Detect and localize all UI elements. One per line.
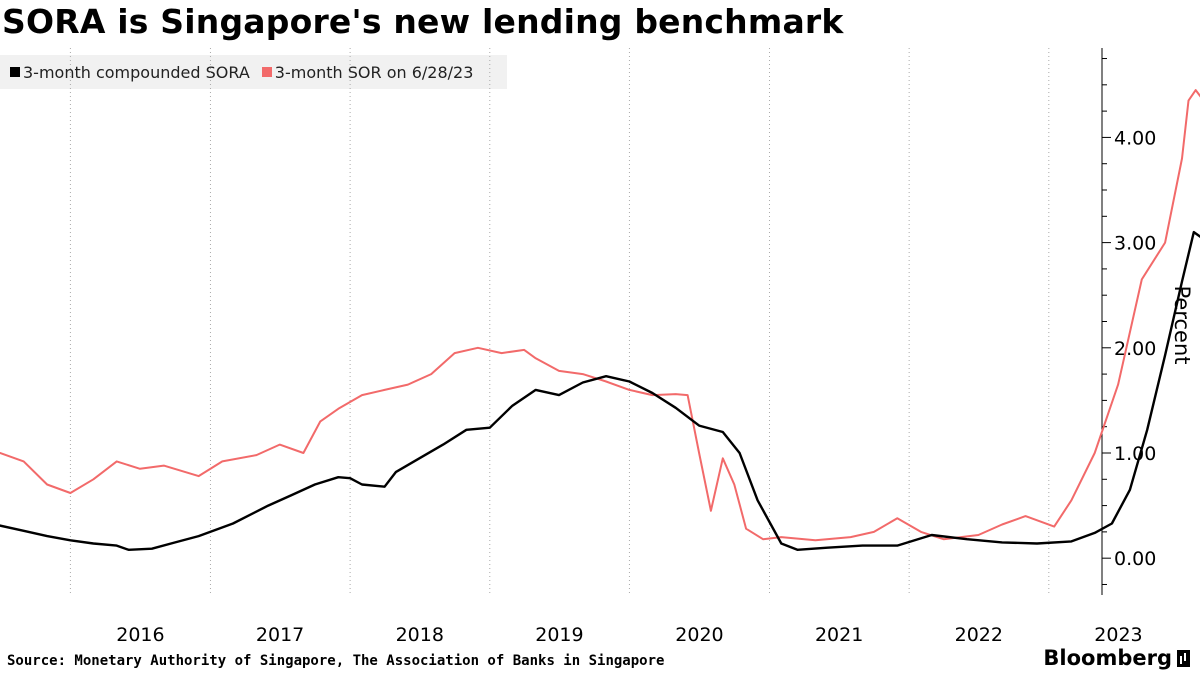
x-tick-label: 2017 [256, 624, 304, 645]
legend-swatch-sor [261, 67, 272, 77]
chart-title: SORA is Singapore's new lending benchmar… [2, 2, 844, 41]
line-chart: 2016 2017 2018 2019 2020 2021 2022 2023 0.00 1.00… [0, 48, 1200, 645]
x-tick-label: 2019 [535, 624, 583, 645]
bloomberg-terminal-icon [1177, 649, 1190, 667]
legend-label-sora: 3-month compounded SORA [23, 62, 250, 82]
legend-item-sora: 3-month compounded SORA [10, 63, 250, 82]
brand-name: Bloomberg [1043, 646, 1172, 670]
x-tick-label: 2018 [396, 624, 444, 645]
legend-item-sor: 3-month SOR on 6/28/23 [261, 62, 474, 82]
y-axis-label: Percent [1170, 285, 1194, 364]
legend: 3-month compounded SORA 3-month SOR on 6… [0, 55, 507, 89]
y-tick-label: 3.00 [1114, 233, 1156, 255]
x-tick-label: 2020 [675, 624, 723, 645]
y-tick-label: 1.00 [1114, 443, 1156, 465]
legend-swatch-sora [10, 67, 20, 77]
series-line-sora [0, 230, 1200, 551]
bloomberg-logo: Bloomberg [1043, 646, 1190, 670]
y-tick-label: 0.00 [1114, 548, 1156, 570]
y-tick-label: 2.00 [1114, 338, 1156, 360]
source-note: Source: Monetary Authority of Singapore,… [7, 653, 665, 669]
y-tick-label: 4.00 [1114, 127, 1156, 149]
series-line-sor [0, 89, 1200, 542]
legend-label-sor: 3-month SOR on 6/28/23 [274, 62, 474, 82]
x-tick-label: 2022 [955, 624, 1003, 645]
x-tick-label: 2021 [815, 624, 863, 645]
x-tick-label: 2016 [116, 624, 164, 645]
x-tick-label: 2023 [1094, 624, 1142, 645]
